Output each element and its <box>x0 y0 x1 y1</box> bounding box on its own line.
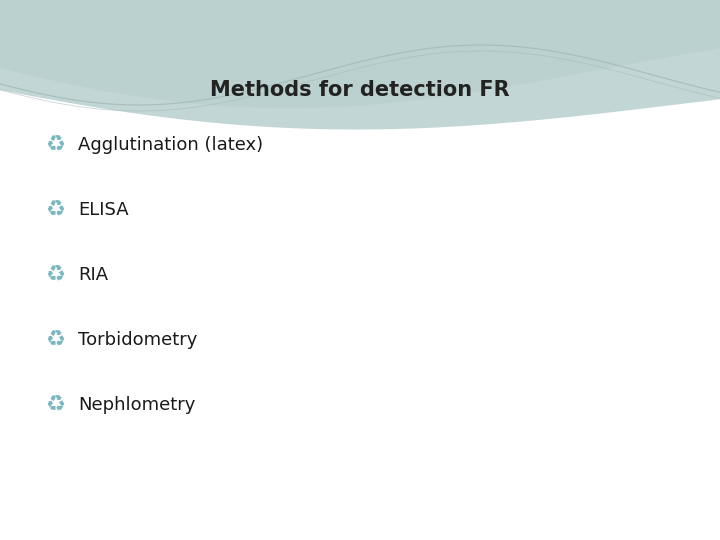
Text: ♻: ♻ <box>45 330 65 350</box>
Text: Torbidometry: Torbidometry <box>78 331 197 349</box>
Text: ELISA: ELISA <box>78 201 129 219</box>
Text: ♻: ♻ <box>45 135 65 155</box>
Polygon shape <box>0 0 720 108</box>
Text: Agglutination (latex): Agglutination (latex) <box>78 136 263 154</box>
Text: Methods for detection FR: Methods for detection FR <box>210 80 510 100</box>
Polygon shape <box>0 0 720 130</box>
Text: ♻: ♻ <box>45 265 65 285</box>
Text: ♻: ♻ <box>45 395 65 415</box>
Text: ♻: ♻ <box>45 200 65 220</box>
Text: RIA: RIA <box>78 266 108 284</box>
Text: Nephlometry: Nephlometry <box>78 396 195 414</box>
